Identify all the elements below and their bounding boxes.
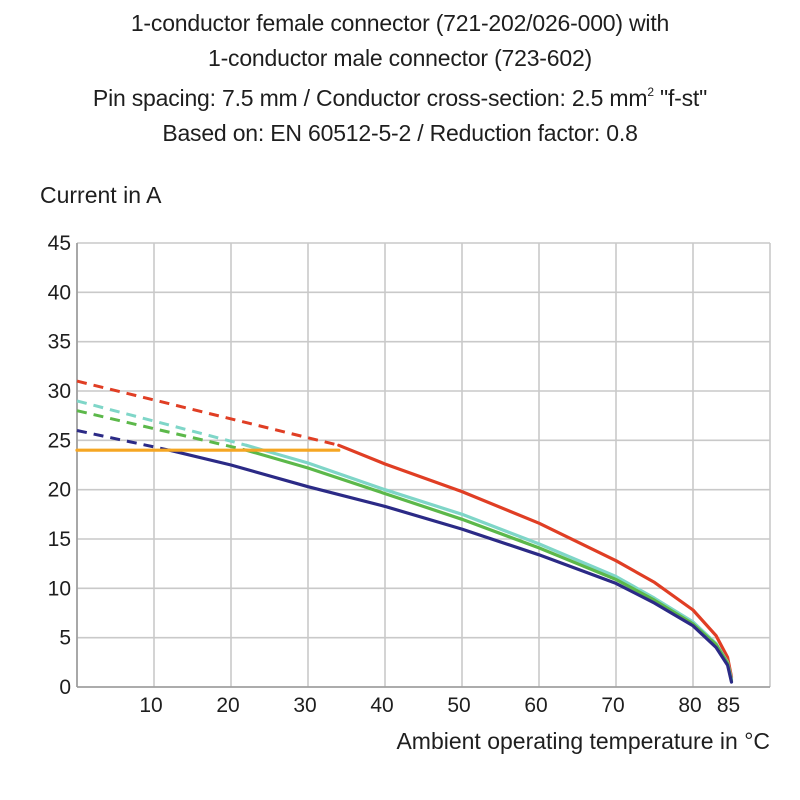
y-tick-label: 25 <box>48 429 71 452</box>
x-tick-label: 20 <box>216 694 239 717</box>
y-tick-label: 30 <box>48 380 71 403</box>
y-tick-label: 15 <box>48 528 71 551</box>
x-tick-label: 50 <box>447 694 470 717</box>
chart-title: 1-conductor female connector (721-202/02… <box>0 6 800 150</box>
subtitle-suffix: "f-st" <box>653 85 708 111</box>
x-tick-label: 70 <box>601 694 624 717</box>
subtitle-superscript: 2 <box>647 85 654 99</box>
series-line <box>244 448 734 683</box>
x-tick-label: 60 <box>524 694 547 717</box>
y-tick-label: 20 <box>48 479 71 502</box>
subtitle-standard: Based on: EN 60512-5-2 / Reduction facto… <box>162 119 638 146</box>
y-tick-label: 40 <box>48 281 71 304</box>
title-line-1: 1-conductor female connector (721-202/02… <box>130 10 670 36</box>
x-tick-label: 85 <box>717 694 740 717</box>
series-line-dashed <box>76 379 340 447</box>
x-tick-label: 80 <box>678 694 701 717</box>
series-line <box>167 448 734 684</box>
x-tick-label: 10 <box>139 694 162 717</box>
subtitle-spacing: Pin spacing: 7.5 mm / Conductor cross-se… <box>0 75 800 116</box>
series-line-dashed <box>76 399 247 447</box>
y-axis-label: Current in A <box>40 182 162 208</box>
title-line-2: 1-conductor male connector (723-602) <box>207 44 592 71</box>
series-line-dashed <box>76 409 247 452</box>
x-tick-label: 40 <box>370 694 393 717</box>
y-tick-label: 45 <box>48 232 71 255</box>
subtitle-spacing-text: Pin spacing: 7.5 mm / Conductor cross-se… <box>92 85 648 111</box>
y-tick-label: 5 <box>59 627 71 650</box>
y-tick-label: 10 <box>48 577 71 600</box>
y-tick-label: 0 <box>59 676 71 699</box>
x-tick-label: 30 <box>293 694 316 717</box>
series-line <box>337 443 734 679</box>
x-axis-label: Ambient operating temperature in °C <box>396 728 770 754</box>
series-line <box>244 443 734 681</box>
y-tick-label: 35 <box>48 331 71 354</box>
